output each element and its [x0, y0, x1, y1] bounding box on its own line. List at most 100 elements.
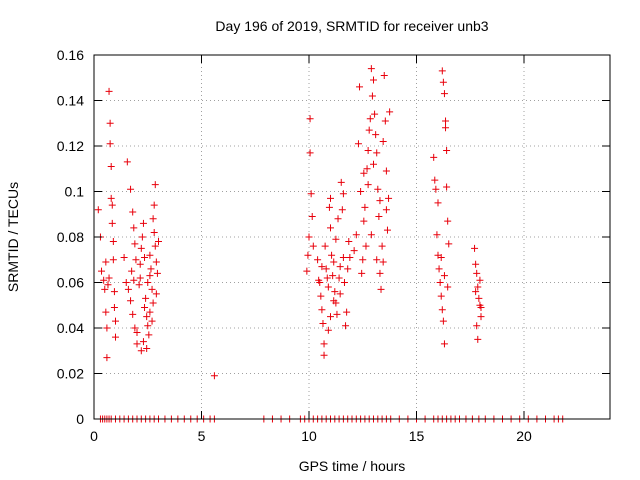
data-point [382, 206, 390, 214]
data-point [359, 256, 367, 264]
y-tick-label: 0.02 [57, 366, 84, 382]
data-point [371, 110, 379, 118]
data-point [139, 219, 147, 227]
data-point [437, 253, 445, 261]
data-point [108, 219, 116, 227]
data-point [137, 347, 145, 355]
data-point [136, 274, 144, 282]
y-tick-label: 0.04 [57, 320, 84, 336]
data-point [475, 294, 483, 302]
data-point [103, 324, 111, 332]
data-point [128, 267, 136, 275]
data-point [442, 124, 450, 132]
data-point [358, 269, 366, 277]
data-point [372, 131, 380, 139]
data-point [104, 281, 112, 289]
data-point [473, 269, 481, 277]
data-point [152, 258, 160, 266]
data-point [144, 322, 152, 330]
data-point [314, 256, 322, 264]
data-point [100, 276, 108, 284]
data-point [330, 297, 338, 305]
data-point [368, 92, 376, 100]
x-tick-label: 20 [516, 428, 532, 444]
data-point [148, 317, 156, 325]
data-point [106, 119, 114, 127]
data-point [138, 233, 146, 241]
data-point [364, 147, 372, 155]
data-point [103, 354, 111, 362]
data-point [430, 153, 438, 161]
data-point [325, 203, 333, 211]
data-point [433, 231, 441, 239]
data-point [101, 285, 109, 293]
data-point [139, 338, 147, 346]
data-point [307, 190, 315, 198]
data-point [105, 87, 113, 95]
data-point [366, 115, 374, 123]
data-point [335, 274, 343, 282]
data-point [373, 256, 381, 264]
data-point [110, 304, 118, 312]
x-tick-label: 15 [409, 428, 425, 444]
data-point [377, 285, 385, 293]
y-tick-label: 0.14 [57, 93, 84, 109]
data-point [102, 258, 110, 266]
data-point [318, 306, 326, 314]
data-point [431, 176, 439, 184]
data-point [339, 190, 347, 198]
data-point [376, 197, 384, 205]
data-point [367, 231, 375, 239]
data-point [385, 194, 393, 202]
x-tick-label: 0 [90, 428, 98, 444]
data-point [150, 201, 158, 209]
data-point [473, 322, 481, 330]
data-point [439, 78, 447, 86]
data-point [444, 283, 452, 291]
data-point [320, 340, 328, 348]
data-point [143, 344, 151, 352]
data-point [350, 247, 358, 255]
x-axis-label: GPS time / hours [299, 458, 406, 474]
data-point [476, 276, 484, 284]
data-point [144, 279, 152, 286]
data-point [382, 167, 390, 175]
data-point [210, 372, 218, 380]
data-point [146, 272, 154, 280]
data-point [444, 217, 452, 225]
data-point [328, 251, 336, 259]
data-point [120, 253, 128, 261]
data-point [308, 213, 316, 221]
data-point [440, 340, 448, 348]
data-point [438, 67, 446, 75]
data-point [155, 238, 162, 246]
y-tick-label: 0.06 [57, 275, 84, 291]
data-point [109, 238, 117, 246]
data-point [435, 265, 443, 273]
data-point [327, 224, 334, 232]
data-point [373, 149, 381, 157]
data-point [122, 279, 130, 286]
chart-title: Day 196 of 2019, SRMTID for receiver unb… [215, 18, 488, 34]
data-point [135, 281, 143, 289]
data-point [150, 228, 158, 236]
data-point [107, 162, 115, 170]
data-point [127, 297, 135, 305]
data-point [432, 185, 440, 193]
data-point [344, 265, 352, 273]
x-tick-label: 5 [198, 428, 206, 444]
data-point [367, 65, 375, 73]
data-point [123, 158, 131, 166]
data-point [315, 276, 323, 284]
data-point [361, 203, 369, 211]
data-point [370, 160, 377, 168]
data-point [143, 313, 151, 321]
data-point [147, 265, 155, 273]
data-point [131, 324, 139, 332]
data-point [129, 208, 137, 216]
data-point [106, 140, 114, 148]
data-point [337, 178, 345, 186]
data-point [442, 117, 450, 125]
data-point [363, 165, 371, 173]
data-point [343, 308, 351, 316]
